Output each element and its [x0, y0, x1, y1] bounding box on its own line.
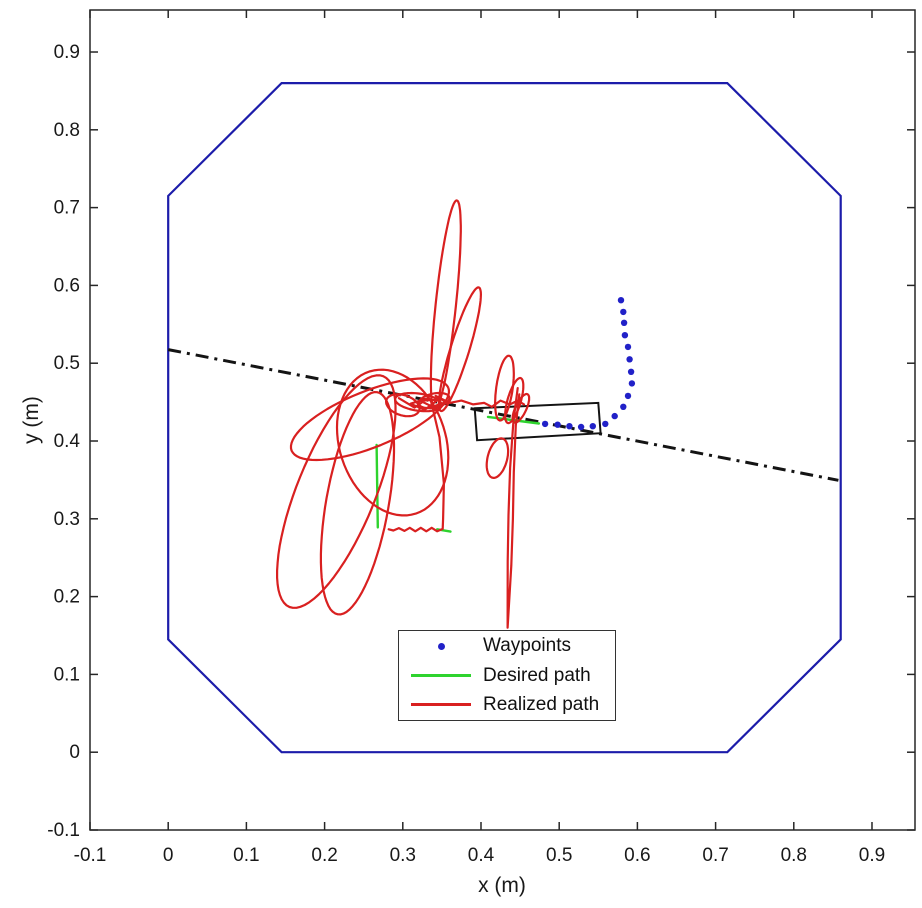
waypoint-dot — [617, 297, 625, 304]
y-tick-label: 0.3 — [54, 509, 80, 530]
realized-path-segment — [387, 399, 445, 533]
y-tick-label: 0.4 — [54, 431, 81, 452]
boundary-octagon — [167, 81, 842, 754]
waypoint-dot — [541, 420, 549, 428]
x-tick-label: 0.7 — [702, 845, 728, 866]
waypoint-dot — [621, 332, 629, 339]
desired-path-line-icon — [411, 674, 471, 677]
y-tick-label: 0.2 — [54, 587, 80, 608]
legend-label-waypoints: Waypoints — [483, 635, 571, 657]
realized-path-segment — [490, 399, 526, 408]
x-tick-label: 0.4 — [468, 845, 495, 866]
y-tick-label: 0.5 — [54, 353, 80, 374]
legend-label-realized-path: Realized path — [483, 693, 600, 715]
y-tick-label: -0.1 — [47, 820, 80, 841]
waypoint-dot — [566, 423, 573, 430]
waypoint-dot — [577, 423, 585, 431]
y-tick-label: 0.7 — [54, 198, 80, 219]
x-tick-label: 0.5 — [546, 845, 572, 866]
x-tick-label: 0.3 — [390, 845, 416, 866]
y-axis-label: y (m) — [20, 396, 43, 444]
waypoints-dot-icon — [437, 642, 445, 650]
x-tick-label: 0.6 — [624, 845, 650, 866]
realized-path-loop — [429, 199, 462, 411]
x-tick-label: -0.1 — [74, 845, 107, 866]
y-tick-label: 0.6 — [54, 275, 80, 296]
legend-row-waypoints: Waypoints — [399, 632, 615, 660]
legend-row-desired-path: Desired path — [399, 662, 615, 690]
realized-path-loop — [394, 391, 443, 413]
waypoint-dot — [620, 308, 627, 316]
realized-path-loop — [504, 376, 525, 425]
realized-path-loop — [335, 368, 450, 517]
y-tick-label: 0.9 — [54, 42, 80, 63]
x-tick-label: 0.1 — [233, 845, 259, 866]
waypoint-dot — [554, 421, 561, 428]
y-tick-label: 0 — [69, 742, 80, 763]
y-tick-label: 0.8 — [54, 120, 80, 141]
realized-path-line-icon — [411, 703, 471, 707]
waypoint-dot — [624, 392, 632, 400]
waypoint-dot — [611, 412, 618, 420]
legend-label-desired-path: Desired path — [483, 664, 591, 686]
x-tick-label: 0.9 — [859, 845, 885, 866]
plot-box — [89, 9, 916, 831]
realized-path-loop — [385, 393, 421, 418]
waypoint-dot — [620, 403, 627, 410]
realized-path-loop — [485, 437, 510, 479]
x-tick-label: 0.2 — [311, 845, 337, 866]
desired-path-segment — [375, 443, 379, 529]
realized-path-loop — [437, 286, 482, 413]
x-axis-label: x (m) — [478, 874, 526, 897]
x-tick-label: 0 — [163, 845, 174, 866]
reference-dash-dot-line — [167, 348, 839, 482]
waypoint-dot — [589, 423, 596, 430]
legend-row-realized-path: Realized path — [399, 691, 615, 719]
waypoint-dot — [602, 420, 609, 428]
x-tick-label: 0.8 — [781, 845, 807, 866]
realized-path-loop — [276, 374, 397, 609]
waypoint-dot — [626, 356, 633, 363]
waypoint-dot — [627, 368, 635, 375]
y-tick-label: 0.1 — [54, 664, 80, 685]
legend: Waypoints Desired path Realized path — [398, 630, 616, 721]
waypoint-dot — [628, 380, 636, 387]
realized-path-segment — [506, 387, 521, 629]
realized-path-loop — [289, 377, 450, 462]
waypoint-dot — [624, 343, 632, 351]
waypoint-dot — [620, 319, 628, 326]
robot-body-rectangle — [473, 401, 602, 442]
